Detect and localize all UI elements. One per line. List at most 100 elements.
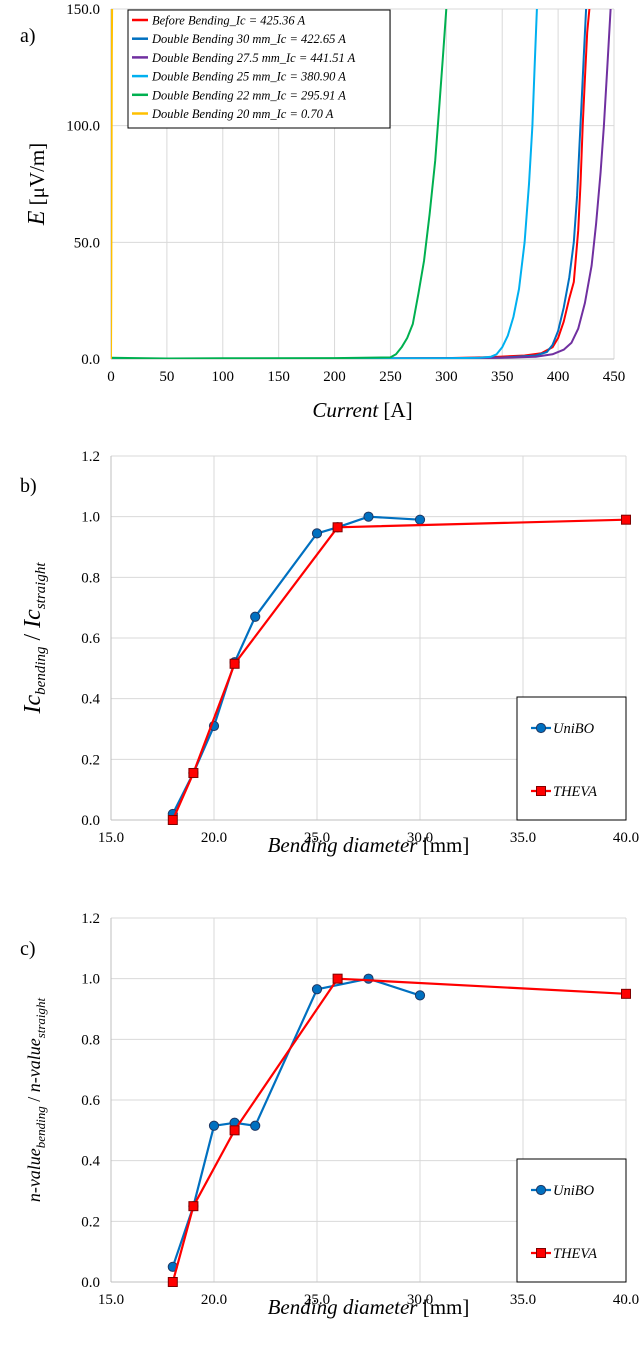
- x-tick-label: 30.0: [407, 1292, 433, 1308]
- legend-entry: Before Bending_Ic = 425.36 A: [152, 14, 306, 28]
- y-axis-title-sub1: bending: [33, 646, 49, 695]
- legend-marker: [535, 1184, 547, 1196]
- y-axis-title: n-valuebending / n-valuestraight: [24, 997, 48, 1202]
- y-axis-title: Icbending / Icstraight: [20, 562, 49, 715]
- x-tick-label: 200: [323, 369, 346, 385]
- y-tick-label: 1.2: [81, 449, 100, 465]
- y-tick-label: 0.0: [81, 1275, 100, 1291]
- legend-entry: Double Bending 22 mm_Ic = 295.91 A: [151, 88, 346, 102]
- x-tick-label: 50: [159, 369, 174, 385]
- x-tick-label: 35.0: [510, 1292, 536, 1308]
- data-point-theva: [167, 1277, 178, 1287]
- panel-label: b): [20, 475, 37, 497]
- x-tick-label: 40.0: [613, 1292, 639, 1308]
- chart-panel-0: 0 50 100 150 200 250 300 350 400 450 0.0 50.0 100.0 1…: [20, 2, 625, 422]
- y-axis-title-slash: /: [20, 628, 46, 647]
- y-tick-label: 0.6: [81, 631, 100, 647]
- x-axis-title-name: Bending diameter: [268, 1295, 419, 1319]
- legend-entry: UniBO: [553, 1183, 595, 1199]
- x-axis-title: Current [A]: [312, 398, 412, 422]
- data-point-theva: [229, 1125, 240, 1136]
- y-axis-title-sub2: straight: [33, 562, 49, 610]
- x-tick-label: 35.0: [510, 830, 536, 846]
- data-point-unibo: [363, 511, 374, 522]
- chart-panel-2: 15.0 20.0 25.0 30.0 35.0 40.0 0.0 0.2 0.4 0.6 0.8 1…: [20, 911, 639, 1319]
- legend-entry: Double Bending 20 mm_Ic = 0.70 A: [151, 107, 334, 121]
- y-tick-label: 1.2: [81, 911, 100, 927]
- y-tick-label: 50.0: [74, 235, 100, 251]
- data-point-unibo: [414, 990, 426, 1001]
- y-axis-title-sub1: bending: [33, 1106, 48, 1148]
- data-point-theva: [332, 522, 343, 533]
- x-tick-label: 150: [267, 369, 290, 385]
- x-tick-label: 0: [107, 369, 115, 385]
- data-point-unibo: [311, 528, 323, 539]
- data-point-theva: [332, 973, 343, 984]
- y-axis-title-slash: /: [24, 1092, 44, 1106]
- y-tick-label: 0.8: [81, 1032, 100, 1048]
- x-tick-label: 25.0: [304, 830, 330, 846]
- legend-entry: Double Bending 30 mm_Ic = 422.65 A: [151, 32, 346, 46]
- y-tick-label: 0.0: [81, 352, 100, 368]
- data-point-unibo: [311, 984, 323, 995]
- panel-label: a): [20, 25, 36, 47]
- series-line-unibo: [171, 977, 421, 1268]
- legend-entry: Double Bending 25 mm_Ic = 380.90 A: [151, 70, 346, 84]
- series-line-unibo: [171, 515, 421, 815]
- data-point-theva: [167, 815, 178, 825]
- x-tick-label: 25.0: [304, 1292, 330, 1308]
- y-tick-label: 0.2: [81, 752, 100, 768]
- y-axis-title-num: n-value: [24, 1148, 44, 1202]
- y-axis-title-sub2: straight: [33, 997, 48, 1038]
- x-axis-title-name: Current: [312, 398, 379, 422]
- y-tick-label: 1.0: [81, 510, 100, 526]
- y-axis-title: E [μV/m]: [24, 143, 50, 227]
- data-point-unibo: [250, 1120, 261, 1131]
- y-tick-label: 0.8: [81, 570, 100, 586]
- legend-entry: Double Bending 27.5 mm_Ic = 441.51 A: [151, 51, 356, 65]
- y-axis-title-num: Ic: [20, 695, 46, 715]
- data-point-unibo: [363, 973, 374, 984]
- x-tick-label: 100: [212, 369, 235, 385]
- y-tick-label: 100.0: [66, 119, 100, 135]
- x-tick-label: 250: [379, 369, 402, 385]
- data-point-theva: [621, 988, 631, 999]
- x-tick-label: 20.0: [201, 1292, 227, 1308]
- x-tick-label: 400: [547, 369, 570, 385]
- x-axis-title-name: Bending diameter: [268, 833, 419, 857]
- data-point-unibo: [208, 1120, 220, 1131]
- legend-box: [516, 1158, 627, 1283]
- y-axis-title-den: n-value: [24, 1038, 44, 1092]
- legend-box: [516, 696, 627, 821]
- x-tick-label: 300: [435, 369, 458, 385]
- legend-entry: THEVA: [553, 784, 597, 800]
- series-line-double-bending-22-mm-ic-295-91-a: [111, 9, 448, 359]
- x-axis-title-unit: [mm]: [417, 1295, 469, 1319]
- data-point-theva: [621, 514, 631, 525]
- legend-box: [127, 9, 391, 129]
- series-line-double-bending-25-mm-ic-380-90-a: [111, 9, 538, 359]
- panel-label: c): [20, 938, 36, 960]
- legend-marker: [536, 786, 546, 796]
- y-tick-label: 1.0: [81, 972, 100, 988]
- x-tick-label: 450: [603, 369, 626, 385]
- data-point-theva: [188, 1201, 199, 1212]
- y-tick-label: 0.6: [81, 1093, 100, 1109]
- x-axis-title-unit: [A]: [378, 398, 412, 422]
- y-tick-label: 0.4: [81, 692, 100, 708]
- y-axis-title-den: Ic: [20, 609, 46, 629]
- y-axis-title-name: E: [24, 210, 50, 226]
- data-point-theva: [229, 658, 240, 669]
- y-tick-label: 0.4: [81, 1154, 100, 1170]
- x-tick-label: 350: [491, 369, 514, 385]
- x-tick-label: 15.0: [98, 830, 124, 846]
- x-axis-title: Bending diameter [mm]: [268, 1295, 470, 1319]
- legend-entry: UniBO: [553, 721, 595, 737]
- series-line-double-bending-20-mm-ic-0-70-a: [111, 9, 114, 359]
- x-tick-label: 20.0: [201, 830, 227, 846]
- x-tick-label: 30.0: [407, 830, 433, 846]
- data-point-theva: [188, 767, 199, 778]
- y-tick-label: 0.2: [81, 1214, 100, 1230]
- x-tick-label: 40.0: [613, 830, 639, 846]
